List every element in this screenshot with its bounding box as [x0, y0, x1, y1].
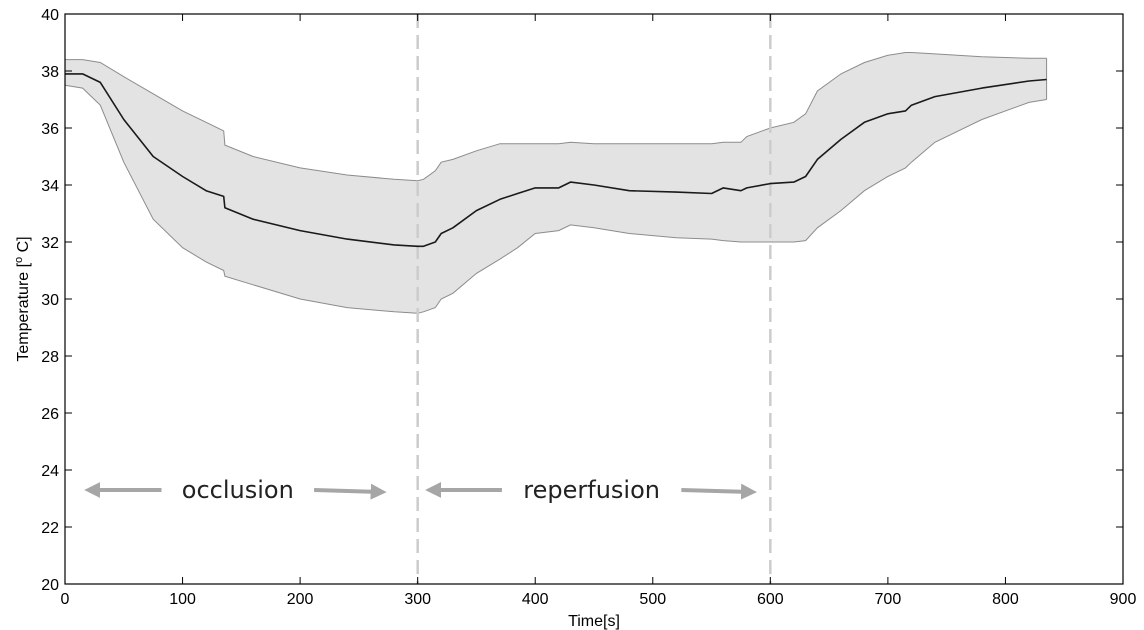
confidence-band-layer: [64, 52, 1048, 314]
x-tick-label-800: 800: [992, 591, 1019, 608]
y-axis-title-main: Temperature [: [15, 262, 32, 361]
mean-temperature-line: [65, 73, 1047, 248]
annotation-label-1: reperfusion: [523, 476, 660, 504]
y-axis-title-degree: o: [13, 257, 25, 263]
x-tick-label-100: 100: [169, 591, 196, 608]
x-tick-label-900: 900: [1110, 591, 1137, 608]
upper-bound-line: [65, 52, 1047, 182]
x-tick-label-400: 400: [522, 591, 549, 608]
x-tick-label-200: 200: [287, 591, 314, 608]
x-tick-label-500: 500: [639, 591, 666, 608]
phase-divider-layer: [416, 14, 772, 584]
y-tick-label-24: 24: [41, 463, 59, 480]
y-tick-label-28: 28: [41, 349, 59, 366]
annotation-layer: occlusion reperfusion: [84, 476, 757, 504]
x-tick-label-700: 700: [875, 591, 902, 608]
confidence-band: [65, 52, 1047, 314]
y-tick-label-22: 22: [41, 520, 59, 537]
y-tick-label-34: 34: [41, 178, 59, 195]
mean-line-layer: [65, 73, 1047, 248]
y-tick-label-40: 40: [41, 7, 59, 24]
x-tick-label-300: 300: [404, 591, 431, 608]
y-axis-title: Temperature [o C]: [13, 236, 32, 361]
y-tick-label-38: 38: [41, 64, 59, 81]
y-tick-label-30: 30: [41, 292, 59, 309]
y-tick-label-32: 32: [41, 235, 59, 252]
lower-bound-line: [64, 84, 1047, 314]
annotation-arrow-right-0: [314, 483, 387, 500]
annotation-label-0: occlusion: [182, 476, 294, 504]
y-axis-title-unit: C]: [15, 236, 32, 256]
x-axis-title: Time[s]: [568, 613, 620, 630]
y-tick-label-20: 20: [41, 577, 59, 594]
annotation-arrow-right-1: [681, 483, 757, 500]
x-tick-label-0: 0: [61, 591, 70, 608]
y-tick-label-26: 26: [41, 406, 59, 423]
x-tick-label-600: 600: [757, 591, 784, 608]
y-tick-label-36: 36: [41, 121, 59, 138]
axis-ticks: 0 100 200 300 400 500 600 700 800 900 20 22 24 26 28 30…: [41, 7, 1136, 608]
